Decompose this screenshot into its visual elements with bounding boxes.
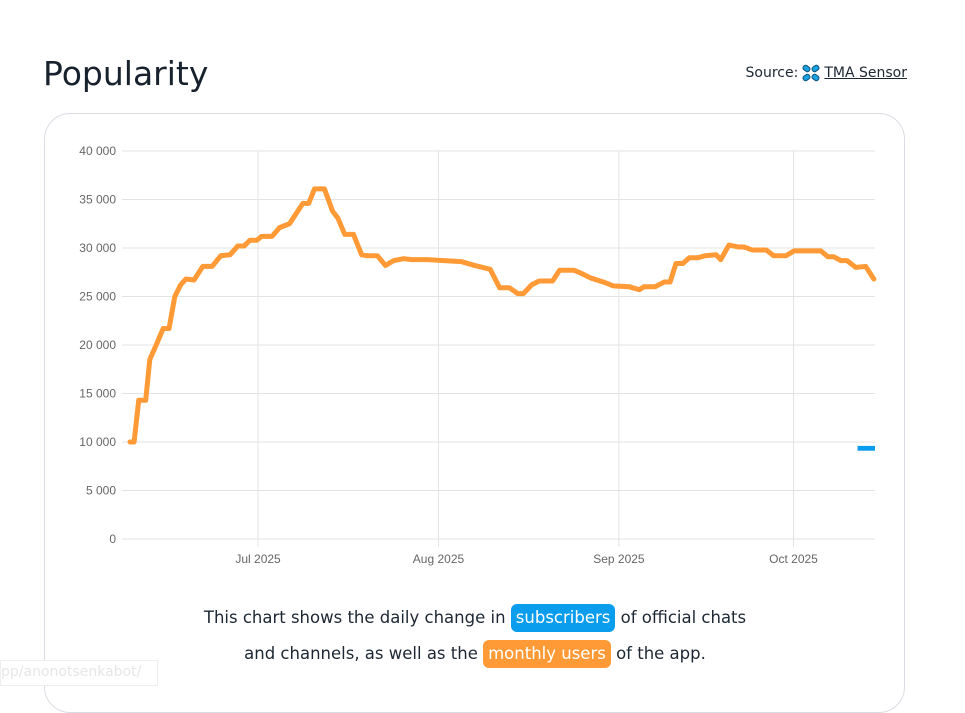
y-tick-label: 25 000: [79, 290, 116, 304]
y-tick-label: 35 000: [79, 193, 116, 207]
y-tick-label: 15 000: [79, 387, 116, 401]
caption-text: of official chats and channels, as well …: [244, 608, 747, 663]
x-tick-label: Aug 2025: [413, 552, 465, 566]
y-tick-label: 10 000: [79, 435, 116, 449]
y-tick-label: 30 000: [79, 241, 116, 255]
source-attribution: Source: TMA Sensor: [746, 64, 907, 82]
status-bar-url: pp/anonotsenkabot/: [0, 660, 158, 686]
source-link[interactable]: TMA Sensor: [824, 65, 907, 81]
subscribers-legend-badge[interactable]: subscribers: [510, 604, 616, 632]
monthly-users-line: [127, 186, 877, 445]
source-label: Source:: [745, 65, 799, 81]
x-tick-label: Oct 2025: [769, 552, 818, 566]
chart-caption: This chart shows the daily change in sub…: [200, 600, 750, 672]
subscribers-bar: [857, 445, 875, 451]
caption-text: of the app.: [610, 644, 706, 663]
y-tick-label: 40 000: [79, 144, 116, 158]
monthly-users-legend-badge[interactable]: monthly users: [483, 640, 611, 668]
y-tick-label: 5 000: [86, 484, 116, 498]
x-tick-label: Jul 2025: [235, 552, 281, 566]
popularity-chart: 0 5 000 10 000 15 000 20 000 25 000 30 000 35 0…: [79, 144, 877, 566]
tma-sensor-logo-icon: [802, 64, 820, 82]
y-tick-label: 0: [109, 532, 116, 546]
page-title: Popularity: [43, 54, 209, 93]
x-tick-label: Sep 2025: [593, 552, 645, 566]
caption-text: This chart shows the daily change in: [203, 608, 511, 627]
y-tick-label: 20 000: [79, 338, 116, 352]
